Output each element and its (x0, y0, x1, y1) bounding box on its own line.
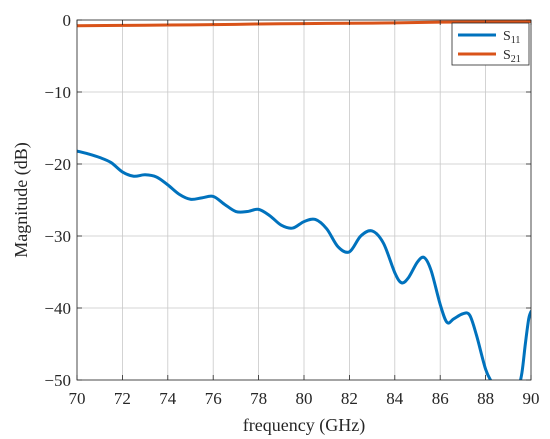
x-tick-label: 82 (341, 389, 358, 408)
x-tick-label: 72 (114, 389, 131, 408)
y-tick-label: 0 (63, 11, 72, 30)
x-tick-label: 78 (250, 389, 267, 408)
legend-label-s11: S11 (503, 29, 520, 46)
legend: S11 S21 (451, 22, 530, 66)
x-tick-label: 84 (386, 389, 404, 408)
x-tick-label: 74 (159, 389, 177, 408)
legend-box (451, 22, 530, 66)
x-tick-label: 70 (69, 389, 86, 408)
x-tick-label: 88 (477, 389, 494, 408)
x-tick-label: 76 (205, 389, 222, 408)
y-tick-label: −50 (44, 371, 71, 390)
y-tick-label: −40 (44, 299, 71, 318)
y-tick-label: −20 (44, 155, 71, 174)
y-axis-label: Magnitude (dB) (11, 142, 32, 257)
legend-label-s21: S21 (503, 48, 521, 65)
x-tick-label: 86 (432, 389, 449, 408)
series-s11-line (77, 149, 493, 380)
ticks: 70 72 74 76 78 80 82 84 86 88 90 0 −10 −20 −30 −40 −50 (44, 11, 539, 408)
x-tick-label: 80 (296, 389, 313, 408)
series-s11-tail-line (519, 310, 531, 380)
x-axis-label: frequency (GHz) (243, 415, 365, 436)
y-tick-label: −30 (44, 227, 71, 246)
x-tick-label: 90 (523, 389, 540, 408)
y-tick-label: −10 (44, 83, 71, 102)
